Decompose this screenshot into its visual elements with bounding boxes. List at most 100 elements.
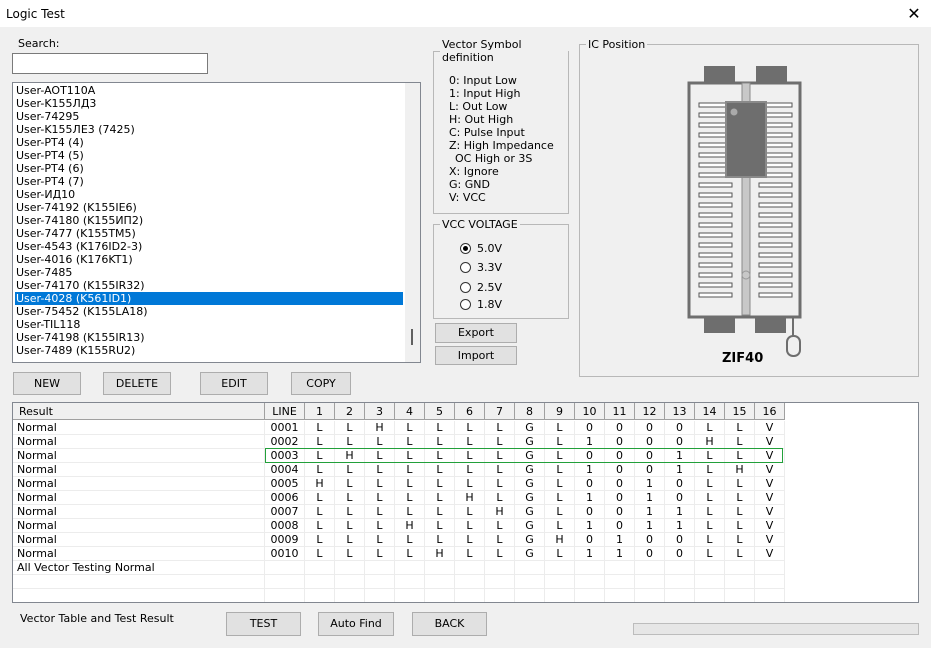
result-cell xyxy=(13,589,265,602)
copy-button[interactable]: COPY xyxy=(291,372,351,395)
column-header-8[interactable]: 8 xyxy=(515,403,545,420)
edit-button[interactable]: EDIT xyxy=(200,372,268,395)
new-button[interactable]: NEW xyxy=(13,372,81,395)
list-item[interactable]: User-75452 (K155LA18) xyxy=(16,305,148,318)
delete-button[interactable]: DELETE xyxy=(103,372,171,395)
list-item[interactable]: User-4016 (K176KT1) xyxy=(16,253,133,266)
search-input[interactable] xyxy=(12,53,208,74)
radio-label: 2.5V xyxy=(477,281,503,294)
vcc-option-5.0V[interactable]: 5.0V xyxy=(460,242,502,255)
vcc-option-3.3V[interactable]: 3.3V xyxy=(460,261,502,274)
column-header-11[interactable]: 11 xyxy=(605,403,635,420)
column-header-14[interactable]: 14 xyxy=(695,403,725,420)
auto-find-button[interactable]: Auto Find xyxy=(318,612,394,636)
pin-cell: V xyxy=(755,519,785,533)
column-header-1[interactable]: 1 xyxy=(305,403,335,420)
list-item[interactable]: User-ИД10 xyxy=(16,188,76,201)
column-header-4[interactable]: 4 xyxy=(395,403,425,420)
pin-cell xyxy=(335,575,365,589)
column-header-9[interactable]: 9 xyxy=(545,403,575,420)
column-header-10[interactable]: 10 xyxy=(575,403,605,420)
pin-cell: L xyxy=(455,463,485,477)
radio-button[interactable] xyxy=(460,243,471,254)
socket-slot xyxy=(698,262,733,268)
pin-cell: 0 xyxy=(575,421,605,435)
column-header-result[interactable]: Result xyxy=(13,403,265,420)
list-item[interactable]: User-PT4 (4) xyxy=(16,136,84,149)
pin-cell: L xyxy=(725,505,755,519)
result-table[interactable]: Result LINE 1 2 3 4 5 6 7 8 9 10 11 12 13 14 15 16 Normal 0… xyxy=(12,402,919,603)
list-item[interactable]: User-7485 xyxy=(16,266,73,279)
list-item[interactable]: User-4543 (K176ID2-3) xyxy=(16,240,143,253)
pin-cell: L xyxy=(695,533,725,547)
list-item[interactable]: User-74198 (K155IR13) xyxy=(16,331,145,344)
column-header-15[interactable]: 15 xyxy=(725,403,755,420)
window-title: Logic Test xyxy=(6,7,65,21)
radio-button[interactable] xyxy=(460,299,471,310)
pin-cell: L xyxy=(305,435,335,449)
list-item[interactable]: User-PT4 (6) xyxy=(16,162,84,175)
radio-button[interactable] xyxy=(460,262,471,273)
socket-slot xyxy=(758,232,793,238)
pin-cell: L xyxy=(335,463,365,477)
vector-symbol-line: 1: Input High xyxy=(449,87,521,100)
socket-label: ZIF40 xyxy=(722,351,764,366)
list-item[interactable]: User-7477 (K155TM5) xyxy=(16,227,136,240)
column-header-16[interactable]: 16 xyxy=(755,403,785,420)
pin-cell: L xyxy=(335,491,365,505)
list-item[interactable]: User-PT4 (5) xyxy=(16,149,84,162)
pin-cell: L xyxy=(485,477,515,491)
line-cell: 0008 xyxy=(265,519,305,533)
radio-button[interactable] xyxy=(460,282,471,293)
pin-cell xyxy=(515,575,545,589)
column-header-3[interactable]: 3 xyxy=(365,403,395,420)
pin-cell: L xyxy=(695,421,725,435)
scrollbar-thumb[interactable] xyxy=(411,329,413,345)
list-item[interactable]: User-TIL118 xyxy=(16,318,81,331)
close-icon[interactable]: ✕ xyxy=(907,4,921,23)
column-header-5[interactable]: 5 xyxy=(425,403,455,420)
export-button[interactable]: Export xyxy=(435,323,517,343)
pin-cell xyxy=(365,589,395,602)
pin-cell: L xyxy=(425,463,455,477)
rail-hole xyxy=(741,270,751,280)
line-cell xyxy=(265,561,305,575)
list-item[interactable]: User-PT4 (7) xyxy=(16,175,84,188)
pin-cell: L xyxy=(305,533,335,547)
pin-cell: 1 xyxy=(575,491,605,505)
column-header-13[interactable]: 13 xyxy=(665,403,695,420)
socket-slot xyxy=(758,182,793,188)
back-button[interactable]: BACK xyxy=(412,612,487,636)
list-scrollbar[interactable] xyxy=(405,83,420,362)
list-item[interactable]: User-74180 (K155ИП2) xyxy=(16,214,144,227)
test-button[interactable]: TEST xyxy=(226,612,301,636)
column-header-2[interactable]: 2 xyxy=(335,403,365,420)
line-cell: 0006 xyxy=(265,491,305,505)
pin-cell: L xyxy=(455,421,485,435)
list-item[interactable]: User-AOT110A xyxy=(16,84,96,97)
socket-slot xyxy=(698,272,733,278)
socket-slot xyxy=(698,212,733,218)
list-item[interactable]: User-K155ЛЕ3 (7425) xyxy=(16,123,135,136)
list-item[interactable]: User-74170 (K155IR32) xyxy=(16,279,145,292)
pin-cell: L xyxy=(425,477,455,491)
list-item[interactable]: User-74192 (K155IE6) xyxy=(16,201,137,214)
result-cell xyxy=(13,575,265,589)
socket-rail xyxy=(741,82,751,316)
pin-cell: H xyxy=(545,533,575,547)
list-item[interactable]: User-74295 xyxy=(16,110,80,123)
column-header-12[interactable]: 12 xyxy=(635,403,665,420)
vcc-option-2.5V[interactable]: 2.5V xyxy=(460,281,502,294)
column-header-7[interactable]: 7 xyxy=(485,403,515,420)
column-header-6[interactable]: 6 xyxy=(455,403,485,420)
list-item[interactable]: User-K155ЛД3 xyxy=(16,97,97,110)
pin-cell: L xyxy=(545,491,575,505)
list-item[interactable]: User-7489 (K155RU2) xyxy=(16,344,136,357)
column-header-line[interactable]: LINE xyxy=(265,403,305,420)
pin-cell xyxy=(665,561,695,575)
chip-list[interactable]: User-AOT110A User-K155ЛД3 User-74295 User-K… xyxy=(12,82,421,363)
import-button[interactable]: Import xyxy=(435,346,517,365)
pin-cell: 1 xyxy=(605,533,635,547)
vcc-option-1.8V[interactable]: 1.8V xyxy=(460,298,502,311)
list-item[interactable]: User-4028 (K561ID1) xyxy=(15,292,403,305)
